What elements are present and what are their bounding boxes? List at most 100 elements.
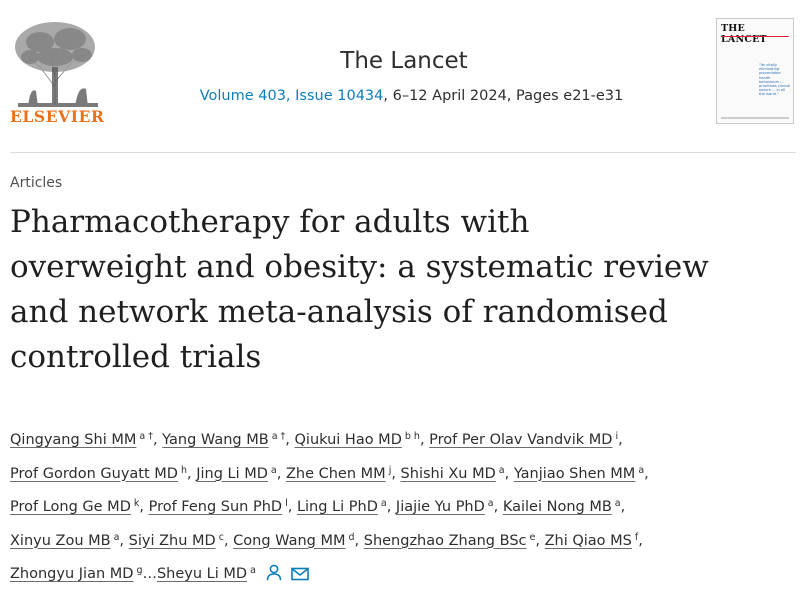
author-name-link[interactable]: Shishi Xu MD — [400, 465, 496, 482]
author-item: Prof Per Olav Vandvik MD i, — [429, 431, 623, 448]
affiliation-marker[interactable]: a † — [139, 431, 153, 442]
affiliation-marker[interactable]: l — [285, 498, 288, 509]
author-name-link[interactable]: Yanjiao Shen MM — [513, 465, 636, 482]
author-item: Shengzhao Zhang BSc e, — [363, 531, 545, 549]
article-type: Articles — [10, 175, 63, 191]
author-separator: , — [618, 432, 623, 448]
author-separator: , — [535, 532, 540, 549]
journal-title[interactable]: The Lancet — [340, 48, 468, 74]
affiliation-marker[interactable]: a — [113, 531, 120, 543]
cover-footer-bar — [721, 117, 789, 119]
author-name-link[interactable]: Zhi Qiao MS — [544, 532, 632, 549]
author-item: Cong Wang MM d, — [233, 531, 364, 549]
author-separator: … — [142, 566, 157, 582]
author-separator: , — [285, 432, 290, 448]
author-name-link[interactable]: Prof Long Ge MD — [10, 499, 131, 515]
author-separator: , — [287, 499, 293, 515]
cover-tagline: "Its vitally eliminating preventable hea… — [759, 63, 791, 97]
author-name-link[interactable]: Zhongyu Jian MD — [10, 566, 134, 582]
author-item: Qiukui Hao MD b h, — [294, 431, 430, 448]
elsevier-tree-logo[interactable] — [10, 17, 105, 127]
affiliation-marker[interactable]: c — [218, 531, 224, 543]
author-item: Prof Gordon Guyatt MD h, — [10, 464, 196, 482]
affiliation-marker[interactable]: a — [614, 498, 621, 509]
affiliation-marker[interactable]: e — [529, 531, 536, 543]
author-item: Zhe Chen MM j, — [285, 464, 401, 482]
author-item: Zhongyu Jian MD g… — [10, 565, 157, 582]
author-name-link[interactable]: Xinyu Zou MB — [10, 532, 111, 549]
author-item: Ling Li PhD a, — [296, 498, 396, 515]
affiliation-marker[interactable]: d — [348, 531, 355, 543]
cover-rule — [721, 36, 789, 37]
author-separator: , — [223, 532, 229, 549]
author-item: Qingyang Shi MM a †, — [10, 431, 162, 448]
author-name-link[interactable]: Yang Wang MB — [162, 432, 269, 448]
author-item: Siyi Zhu MD c, — [128, 531, 234, 549]
affiliation-marker[interactable]: a — [638, 464, 645, 476]
title-line: controlled trials — [10, 339, 262, 375]
author-separator: , — [119, 532, 125, 549]
author-item: Shishi Xu MD a, — [400, 464, 514, 482]
author-item: Zhi Qiao MS f, — [544, 531, 643, 549]
author-name-link[interactable]: Siyi Zhu MD — [128, 532, 216, 549]
cover-title: THE LANCET — [721, 23, 767, 45]
affiliation-marker[interactable]: a — [487, 498, 494, 509]
author-separator: , — [644, 465, 649, 482]
affiliation-marker[interactable]: i — [615, 431, 619, 442]
title-line: Pharmacotherapy for adults with — [10, 204, 530, 240]
author-name-link[interactable]: Ling Li PhD — [296, 499, 378, 515]
issue-details: , 6–12 April 2024, Pages e21-e31 — [383, 88, 624, 104]
affiliation-marker[interactable]: h — [180, 464, 187, 476]
author-item: Jing Li MD a, — [196, 464, 286, 482]
author-name-link[interactable]: Qiukui Hao MD — [294, 432, 402, 448]
affiliation-marker[interactable]: f — [634, 531, 639, 543]
author-name-link[interactable]: Zhe Chen MM — [285, 465, 386, 482]
author-separator: , — [620, 499, 626, 515]
author-separator: , — [391, 465, 396, 482]
author-separator: , — [354, 532, 360, 549]
author-separator: , — [139, 499, 144, 515]
affiliation-marker[interactable]: g — [136, 565, 143, 576]
affiliation-marker[interactable]: a — [250, 565, 256, 576]
author-name-link[interactable]: Shengzhao Zhang BSc — [363, 532, 527, 549]
article-title: Pharmacotherapy for adults with overweig… — [10, 200, 808, 380]
author-name-link[interactable]: Sheyu Li MD — [156, 566, 248, 582]
author-separator: , — [276, 465, 282, 482]
affiliation-marker[interactable]: a — [498, 464, 505, 476]
author-name-link[interactable]: Kailei Nong MB — [502, 499, 612, 515]
author-separator: , — [493, 499, 499, 515]
author-name-link[interactable]: Prof Per Olav Vandvik MD — [429, 432, 613, 448]
author-separator: , — [187, 465, 192, 482]
author-item: Sheyu Li MD a — [156, 565, 256, 582]
affiliation-marker[interactable]: a — [380, 498, 387, 509]
author-name-link[interactable]: Jing Li MD — [196, 465, 268, 482]
author-separator: , — [386, 499, 392, 515]
author-name-link[interactable]: Qingyang Shi MM — [10, 432, 137, 448]
elsevier-wordmark[interactable]: ELSEVIER — [10, 107, 105, 126]
author-item: Prof Long Ge MD k, — [10, 498, 149, 515]
author-item: Prof Feng Sun PhD l, — [148, 498, 297, 515]
issue-link[interactable]: Volume 403, Issue 10434 — [199, 88, 384, 104]
journal-header: ELSEVIER The Lancet Volume 403, Issue 10… — [0, 0, 808, 140]
author-separator: , — [504, 465, 510, 482]
author-name-link[interactable]: Jiajie Yu PhD — [395, 499, 485, 515]
author-item: Kailei Nong MB a, — [502, 498, 626, 515]
author-name-link[interactable]: Prof Feng Sun PhD — [148, 499, 283, 515]
author-name-link[interactable]: Prof Gordon Guyatt MD — [10, 465, 178, 482]
author-item: Yang Wang MB a †, — [162, 431, 294, 448]
affiliation-marker[interactable]: b h — [404, 431, 420, 442]
author-separator: , — [638, 532, 643, 549]
author-item: Jiajie Yu PhD a, — [395, 498, 503, 515]
header-divider — [10, 152, 796, 153]
affiliation-marker[interactable]: k — [133, 498, 140, 509]
author-name-link[interactable]: Cong Wang MM — [233, 532, 346, 549]
author-separator: , — [419, 432, 425, 448]
affiliation-marker[interactable]: a — [270, 464, 277, 476]
issue-info: Volume 403, Issue 10434, 6–12 April 2024… — [0, 88, 808, 104]
affiliation-marker[interactable]: a † — [271, 431, 286, 442]
person-icon[interactable] — [266, 564, 282, 581]
journal-cover-thumbnail[interactable]: THE LANCET "Its vitally eliminating prev… — [716, 18, 794, 124]
author-list: Qingyang Shi MM a †, Yang Wang MB a †, Qiu… — [10, 422, 800, 590]
affiliation-marker[interactable]: j — [388, 464, 392, 476]
author-separator: , — [152, 432, 158, 448]
